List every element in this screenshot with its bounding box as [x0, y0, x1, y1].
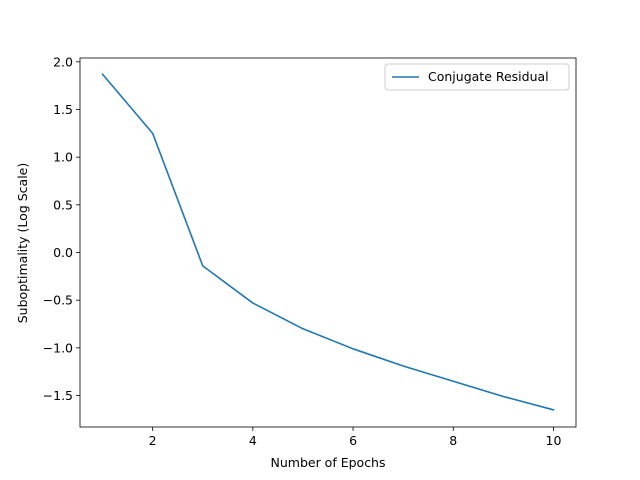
y-tick-label-0: −1.5 [43, 388, 73, 403]
y-tick-label-5: 1.0 [53, 150, 73, 165]
x-tick-label-0: 2 [149, 433, 157, 448]
axes: 2 4 6 8 10 −1.5 −1.0 −0.5 0.0 0.5 1.0 1.5 2.0 [43, 54, 577, 448]
y-tick-label-7: 2.0 [53, 54, 73, 69]
x-axis-label: Number of Epochs [271, 455, 386, 470]
axes-frame [79, 57, 577, 428]
y-tick-label-1: −1.0 [43, 340, 73, 355]
y-tick-label-2: −0.5 [43, 293, 73, 308]
legend: Conjugate Residual [384, 63, 570, 91]
x-tick-label-2: 6 [349, 433, 357, 448]
y-axis-label: Suboptimality (Log Scale) [15, 163, 30, 324]
series-line-0 [101, 73, 555, 411]
legend-box [384, 63, 570, 91]
x-tick-label-1: 4 [249, 433, 257, 448]
y-tick-label-6: 1.5 [53, 102, 73, 117]
y-tick-label-4: 0.5 [53, 197, 73, 212]
x-tick-label-3: 8 [449, 433, 457, 448]
x-tick-label-4: 10 [546, 433, 562, 448]
y-tick-label-3: 0.0 [53, 245, 73, 260]
plot-area [101, 73, 555, 411]
legend-label-conjugate-residual: Conjugate Residual [428, 69, 549, 84]
